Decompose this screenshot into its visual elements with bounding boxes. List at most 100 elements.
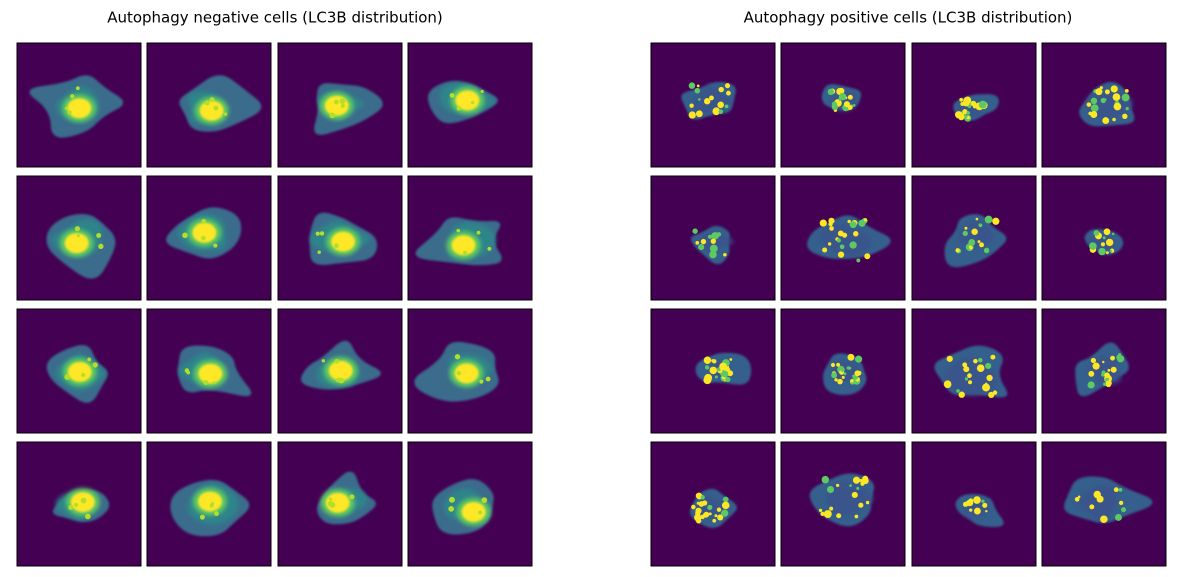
punctum bbox=[836, 513, 842, 519]
punctum bbox=[1090, 357, 1097, 364]
punctum bbox=[456, 106, 462, 111]
punctum bbox=[696, 84, 700, 88]
punctum bbox=[456, 371, 461, 376]
punctum bbox=[74, 226, 81, 232]
punctum bbox=[694, 514, 702, 522]
punctum bbox=[201, 219, 207, 224]
punctum bbox=[726, 90, 731, 96]
punctum bbox=[1102, 236, 1106, 240]
punctum bbox=[847, 94, 853, 100]
punctum bbox=[852, 104, 856, 107]
punctum bbox=[721, 370, 729, 378]
punctum bbox=[967, 373, 972, 379]
punctum bbox=[209, 97, 215, 103]
punctum bbox=[704, 365, 710, 370]
punctum bbox=[1122, 113, 1128, 119]
punctum bbox=[717, 514, 724, 521]
cell-image bbox=[780, 441, 906, 567]
punctum bbox=[214, 511, 219, 517]
nucleus bbox=[328, 360, 353, 381]
punctum bbox=[1118, 488, 1123, 492]
cell-interior bbox=[819, 223, 872, 257]
punctum bbox=[703, 512, 709, 518]
punctum bbox=[1106, 251, 1109, 255]
punctum bbox=[717, 101, 724, 109]
punctum bbox=[835, 483, 840, 488]
punctum bbox=[199, 514, 205, 520]
cell-image bbox=[780, 308, 906, 434]
punctum bbox=[700, 495, 705, 500]
punctum bbox=[1090, 111, 1098, 119]
punctum bbox=[841, 375, 845, 379]
punctum bbox=[830, 362, 836, 368]
punctum bbox=[962, 501, 969, 507]
punctum bbox=[213, 243, 218, 248]
punctum bbox=[988, 391, 995, 399]
image-grids bbox=[16, 42, 1167, 567]
punctum bbox=[837, 378, 843, 385]
punctum bbox=[182, 232, 188, 239]
punctum bbox=[80, 497, 87, 504]
punctum bbox=[1095, 88, 1103, 96]
punctum bbox=[946, 355, 953, 362]
cell-image bbox=[407, 308, 533, 434]
punctum bbox=[448, 506, 455, 512]
punctum bbox=[1113, 102, 1122, 111]
punctum bbox=[487, 246, 492, 251]
punctum bbox=[722, 496, 729, 503]
punctum bbox=[985, 362, 992, 370]
punctum bbox=[973, 358, 978, 364]
cell-image bbox=[650, 308, 776, 434]
punctum bbox=[700, 238, 707, 245]
punctum bbox=[835, 105, 839, 108]
cell-image bbox=[16, 175, 142, 301]
punctum bbox=[968, 245, 972, 249]
punctum bbox=[984, 215, 993, 224]
punctum bbox=[976, 364, 985, 373]
cell-image bbox=[1041, 308, 1167, 434]
punctum bbox=[1113, 487, 1119, 493]
punctum bbox=[704, 373, 713, 382]
punctum bbox=[968, 238, 976, 246]
panel-title: Autophagy negative cells (LC3B distribut… bbox=[107, 9, 443, 27]
cell-image bbox=[277, 42, 403, 168]
cell-image bbox=[277, 441, 403, 567]
punctum bbox=[943, 380, 952, 389]
nucleus bbox=[451, 235, 476, 256]
nucleus bbox=[331, 231, 356, 252]
punctum bbox=[463, 250, 468, 255]
cell-image bbox=[780, 42, 906, 168]
punctum bbox=[695, 110, 703, 118]
punctum bbox=[695, 241, 699, 244]
punctum bbox=[1121, 93, 1130, 102]
panel-title: Autophagy positive cells (LC3B distribut… bbox=[744, 9, 1073, 27]
punctum bbox=[1121, 507, 1127, 513]
punctum bbox=[695, 510, 701, 517]
punctum bbox=[1118, 500, 1124, 506]
punctum bbox=[823, 510, 832, 519]
punctum bbox=[1107, 368, 1111, 372]
cell-image bbox=[1041, 175, 1167, 301]
punctum bbox=[476, 230, 481, 235]
punctum bbox=[1087, 381, 1095, 389]
punctum bbox=[839, 244, 845, 250]
punctum bbox=[986, 374, 993, 382]
cell-image bbox=[16, 42, 142, 168]
punctum bbox=[328, 497, 333, 501]
punctum bbox=[849, 241, 857, 249]
cell-image bbox=[650, 175, 776, 301]
punctum bbox=[838, 92, 847, 101]
punctum bbox=[204, 100, 210, 106]
punctum bbox=[98, 243, 104, 250]
punctum bbox=[695, 492, 702, 499]
punctum bbox=[317, 250, 321, 255]
punctum bbox=[849, 221, 857, 229]
punctum bbox=[964, 377, 969, 381]
punctum bbox=[985, 510, 988, 513]
cell-image bbox=[780, 175, 906, 301]
punctum bbox=[1100, 242, 1105, 247]
punctum bbox=[698, 98, 701, 101]
nucleus bbox=[324, 95, 349, 116]
punctum bbox=[223, 112, 228, 116]
punctum bbox=[1111, 232, 1115, 236]
